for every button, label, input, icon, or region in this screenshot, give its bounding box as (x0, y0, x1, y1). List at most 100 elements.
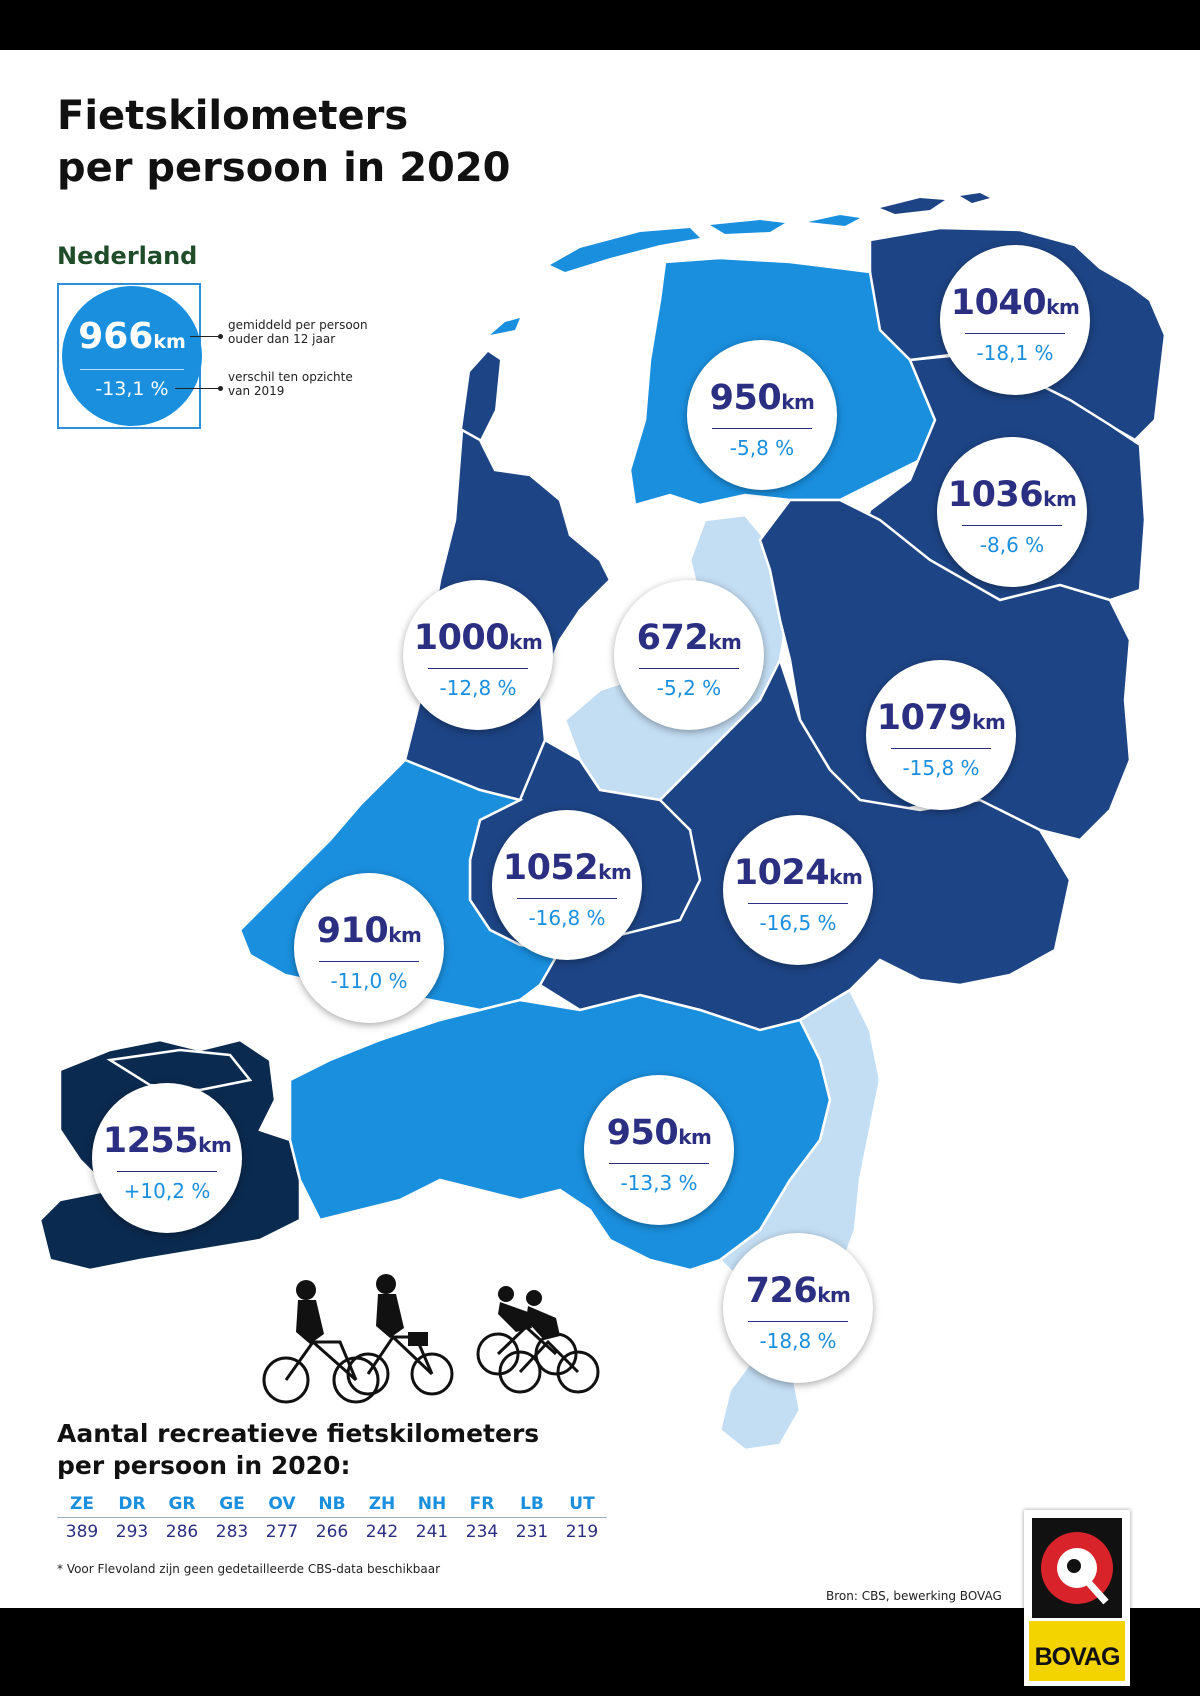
bubble-divider (517, 898, 617, 899)
bubble-noord-holland: 1000km -12,8 % (403, 580, 553, 730)
bubble-value-unit: km (198, 1133, 232, 1157)
value-cell: 242 (365, 1522, 399, 1542)
value-cell: 266 (315, 1522, 349, 1542)
national-change: -13,1 % (95, 378, 169, 400)
bubble-value: 910km (294, 911, 444, 951)
bubble-divider (639, 668, 739, 669)
bottom-black-bar (0, 1608, 1200, 1696)
bubble-divider (748, 903, 848, 904)
bubble-value-unit: km (598, 860, 632, 884)
bubble-value-unit: km (708, 630, 742, 654)
bubble-value-number: 1000 (413, 618, 510, 658)
page-title: Fietskilometers per persoon in 2020 (57, 90, 511, 194)
value-cell: 219 (565, 1522, 599, 1542)
title-line-2: per persoon in 2020 (57, 145, 511, 191)
national-value-number: 966 (78, 316, 154, 357)
code-cell: NB (318, 1494, 346, 1514)
value-cell: 231 (515, 1522, 549, 1542)
bubble-value-number: 1040 (950, 283, 1047, 323)
legend-note-value-line1: gemiddeld per persoon (228, 318, 368, 332)
value-cell: 277 (265, 1522, 299, 1542)
national-value-unit: km (153, 331, 186, 353)
code-cell: ZE (70, 1494, 94, 1514)
national-circle: 966km -13,1 % (62, 286, 202, 426)
bubble-change: -8,6 % (979, 533, 1045, 557)
wadden-islands (490, 215, 860, 335)
bubble-value-unit: km (972, 710, 1006, 734)
code-cell: ZH (368, 1494, 396, 1514)
source-credit: Bron: CBS, bewerking BOVAG (826, 1589, 1002, 1603)
bubble-value: 1000km (403, 618, 553, 658)
bubble-drenthe: 1036km -8,6 % (937, 437, 1087, 587)
code-cell: LB (520, 1494, 544, 1514)
recreational-title-line-1: Aantal recreatieve fietskilometers (57, 1419, 540, 1448)
bubble-value: 726km (723, 1271, 873, 1311)
cyclists-sport-icon (476, 1286, 600, 1394)
legend-connector-change (175, 388, 222, 389)
bubble-value-number: 726 (745, 1271, 818, 1311)
bubble-flevoland: 672km -5,2 % (614, 580, 764, 730)
legend-note-change: verschil ten opzichte van 2019 (228, 370, 353, 398)
bovag-logo-plate (1029, 1621, 1125, 1681)
bubble-friesland: 950km -5,8 % (687, 340, 837, 490)
national-label: Nederland (57, 242, 198, 270)
bubble-value-number: 672 (636, 618, 709, 658)
bubble-value: 1040km (940, 283, 1090, 323)
wadden-islands-north (880, 193, 990, 214)
bubble-divider (428, 668, 528, 669)
code-cell: NH (417, 1494, 447, 1514)
legend-note-change-line1: verschil ten opzichte (228, 370, 353, 384)
bubble-change: -15,8 % (902, 756, 980, 780)
code-cell: GR (168, 1494, 196, 1514)
value-cell: 286 (165, 1522, 199, 1542)
national-divider (80, 369, 184, 370)
code-cell: DR (118, 1494, 146, 1514)
bubble-value: 1036km (937, 475, 1087, 515)
bubble-divider (319, 961, 419, 962)
recreational-divider (57, 1517, 607, 1518)
bubble-value-unit: km (509, 630, 543, 654)
national-value: 966km (62, 316, 202, 357)
code-cell: GE (219, 1494, 245, 1514)
bubble-zeeland: 1255km +10,2 % (92, 1083, 242, 1233)
bubble-change: -5,2 % (656, 676, 722, 700)
bubble-value-unit: km (678, 1125, 712, 1149)
code-cell: FR (469, 1494, 495, 1514)
bubble-change: -12,8 % (439, 676, 517, 700)
bubble-value: 1052km (492, 848, 642, 888)
bovag-logo: BOVAG (1024, 1510, 1130, 1686)
recreational-values-row: 389 293 286 283 277 266 242 241 234 231 … (57, 1522, 617, 1542)
bubble-noord-brabant: 950km -13,3 % (584, 1075, 734, 1225)
bubble-change: -16,5 % (759, 911, 837, 935)
recreational-title-line-2: per persoon in 2020: (57, 1451, 351, 1480)
bubble-value-number: 950 (606, 1113, 679, 1153)
value-cell: 234 (465, 1522, 499, 1542)
code-cell: OV (268, 1494, 296, 1514)
bubble-value-number: 1036 (947, 475, 1044, 515)
bubble-change: +10,2 % (123, 1179, 211, 1203)
value-cell: 241 (415, 1522, 449, 1542)
bubble-change: -18,1 % (976, 341, 1054, 365)
legend-dot-change (218, 386, 223, 391)
bubble-value-number: 1052 (502, 848, 599, 888)
bubble-divider (748, 1321, 848, 1322)
bubble-change: -13,3 % (620, 1171, 698, 1195)
bubble-value-unit: km (388, 923, 422, 947)
bubble-value-number: 950 (709, 378, 782, 418)
title-line-1: Fietskilometers (57, 93, 409, 139)
bubble-value-number: 1079 (876, 698, 973, 738)
bubble-value: 950km (584, 1113, 734, 1153)
bubble-value: 1024km (723, 853, 873, 893)
bubble-value: 1255km (92, 1121, 242, 1161)
texel-island (462, 352, 500, 440)
bubble-zuid-holland: 910km -11,0 % (294, 873, 444, 1023)
bubble-divider (891, 748, 991, 749)
legend-note-change-line2: van 2019 (228, 384, 285, 398)
bubble-divider (712, 428, 812, 429)
bubble-value-unit: km (1043, 487, 1077, 511)
cyclists-recreational-icon (262, 1274, 454, 1404)
bubble-value: 1079km (866, 698, 1016, 738)
value-cell: 293 (115, 1522, 149, 1542)
bubble-change: -16,8 % (528, 906, 606, 930)
value-cell: 389 (65, 1522, 99, 1542)
